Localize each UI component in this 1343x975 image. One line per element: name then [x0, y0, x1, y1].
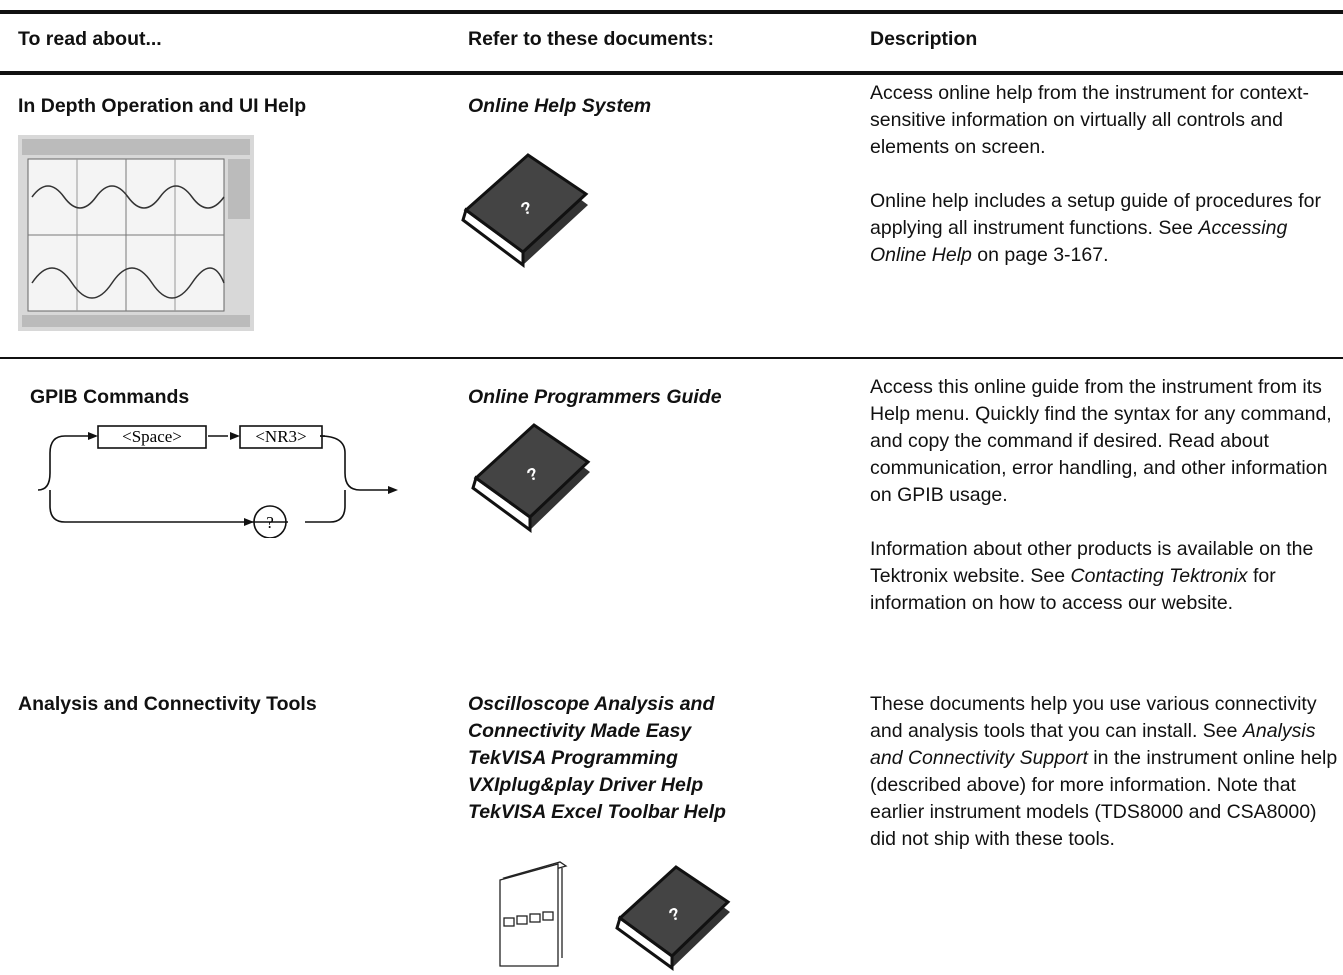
document: TekVISA Programming [468, 747, 678, 769]
text-run: for information on how to access our web… [870, 565, 1276, 614]
document: VXIplug&play Driver Help [468, 774, 704, 796]
syntax-label: <Space> [122, 427, 182, 446]
text-run: Information about other products is avai… [870, 538, 1314, 587]
book-icon: ? [615, 865, 731, 971]
syntax-label: <NR3> [255, 427, 306, 446]
book-icon: ? [461, 153, 589, 268]
text-run: Online help includes a setup guide of pr… [870, 190, 1321, 239]
rule [0, 357, 1343, 359]
topic: Analysis and Connectivity Tools [18, 693, 317, 715]
description: Access online help from the instrument f… [870, 80, 1338, 296]
document: TekVISA Excel Toolbar Help [468, 801, 726, 823]
paragraph: Access online help from the instrument f… [870, 80, 1338, 161]
text-run: on page 3-167. [971, 244, 1109, 266]
text-run: in the instrument online help (described… [870, 747, 1338, 850]
document-list: Oscilloscope Analysis and Connectivity M… [468, 691, 768, 826]
document: Oscilloscope Analysis and Connectivity M… [468, 693, 715, 742]
document: Online Programmers Guide [468, 386, 722, 408]
rule [0, 71, 1343, 75]
header: Description [870, 28, 978, 50]
document: Online Help System [468, 95, 652, 117]
book-icon: ? [471, 423, 591, 533]
header: To read about... [18, 28, 162, 50]
rule [0, 10, 1343, 14]
paragraph: Information about other products is avai… [870, 536, 1338, 617]
description: These documents help you use various con… [870, 691, 1338, 880]
screenshot-thumbnail [18, 135, 254, 331]
text-run: Analysis and Connectivity Support [870, 720, 1316, 769]
syntax-label: ? [266, 513, 274, 532]
topic: GPIB Commands [30, 386, 190, 408]
text-run: These documents help you use various con… [870, 693, 1317, 742]
paragraph: Access this online guide from the instru… [870, 374, 1338, 509]
syntax-diagram: <Space> <NR3> ? [37, 425, 398, 538]
header: Refer to these documents: [468, 28, 714, 50]
topic: In Depth Operation and UI Help [18, 95, 307, 117]
paragraph: These documents help you use various con… [870, 691, 1338, 853]
text-run: Contacting Tektronix [1070, 565, 1248, 587]
text-run: Accessing Online Help [870, 217, 1288, 266]
paragraph: Online help includes a setup guide of pr… [870, 188, 1338, 269]
manual-icon [499, 861, 568, 967]
description: Access this online guide from the instru… [870, 374, 1338, 644]
text-run: Access online help from the instrument f… [870, 82, 1309, 158]
text-run: Access this online guide from the instru… [870, 376, 1332, 506]
